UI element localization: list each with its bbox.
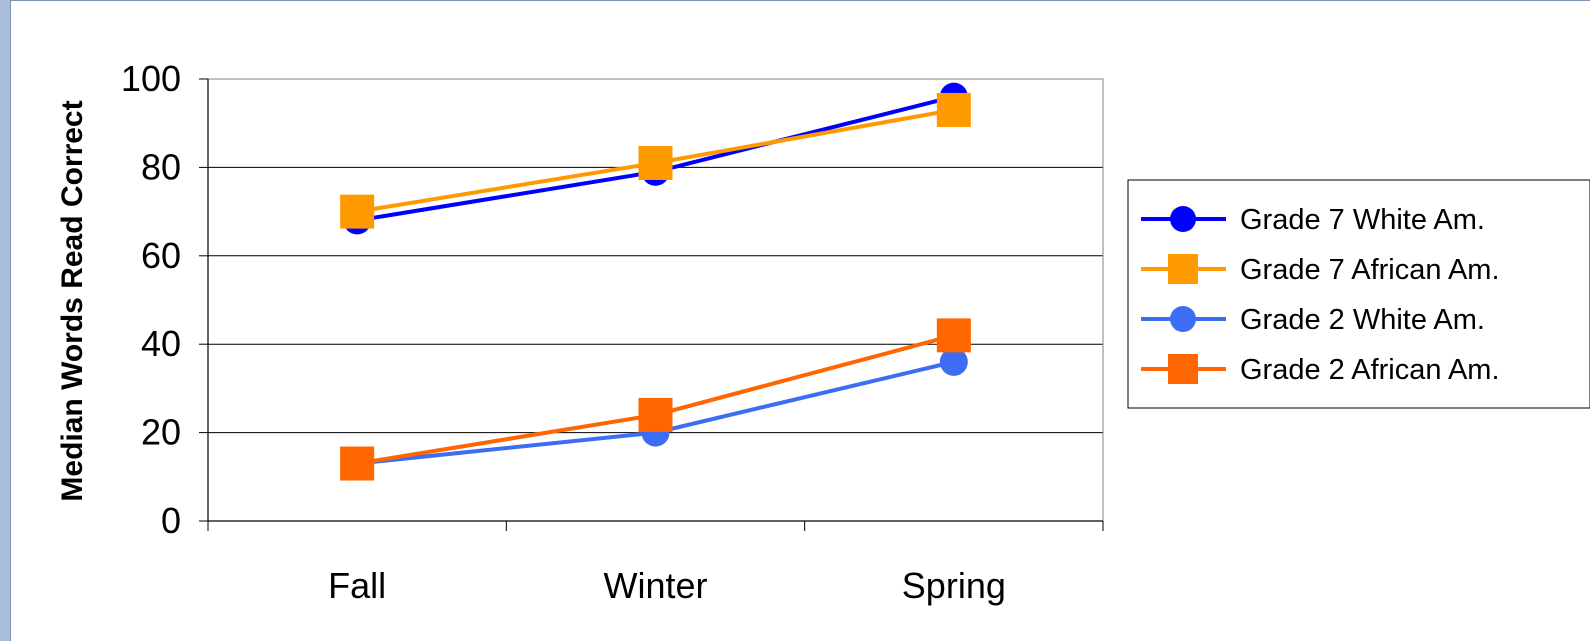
- legend-marker: [1170, 206, 1196, 232]
- data-series: [340, 82, 971, 481]
- y-tick-labels: 0 20 40 60 80 100: [121, 58, 181, 541]
- legend-marker: [1170, 306, 1196, 332]
- x-tick-label: Fall: [328, 565, 386, 606]
- x-tick-label: Winter: [603, 565, 707, 606]
- legend-item: Grade 2 African Am.: [1141, 354, 1500, 386]
- data-point: [340, 194, 375, 229]
- y-tick-label: 20: [141, 412, 181, 453]
- data-point: [638, 145, 673, 180]
- legend-item: Grade 7 White Am.: [1141, 204, 1485, 236]
- legend-marker: [1168, 254, 1198, 284]
- data-point: [936, 318, 971, 353]
- data-point: [340, 446, 375, 481]
- data-point: [936, 92, 971, 127]
- y-tick-label: 100: [121, 58, 181, 99]
- legend-item: Grade 2 White Am.: [1141, 304, 1485, 336]
- legend-label: Grade 7 White Am.: [1240, 204, 1485, 236]
- legend-item: Grade 7 African Am.: [1141, 254, 1500, 286]
- legend-label: Grade 2 African Am.: [1240, 354, 1500, 386]
- legend-marker: [1168, 354, 1198, 384]
- y-tick-label: 60: [141, 235, 181, 276]
- y-tick-label: 40: [141, 323, 181, 364]
- top-border-line: [10, 0, 1590, 1]
- x-tick-label: Spring: [902, 565, 1006, 606]
- left-border-strip: [0, 0, 11, 641]
- data-point: [939, 347, 968, 376]
- y-axis-title: Median Words Read Correct: [56, 100, 89, 501]
- data-point: [638, 397, 673, 432]
- y-tick-label: 0: [161, 500, 181, 541]
- legend: Grade 7 White Am. Grade 7 African Am. Grad…: [1127, 179, 1590, 409]
- series-2: [340, 92, 971, 229]
- x-tick-labels: Fall Winter Spring: [328, 565, 1006, 606]
- axes: [199, 78, 1104, 531]
- series-4: [340, 318, 971, 481]
- legend-label: Grade 7 African Am.: [1240, 254, 1500, 286]
- y-tick-label: 80: [141, 146, 181, 187]
- legend-label: Grade 2 White Am.: [1240, 304, 1485, 336]
